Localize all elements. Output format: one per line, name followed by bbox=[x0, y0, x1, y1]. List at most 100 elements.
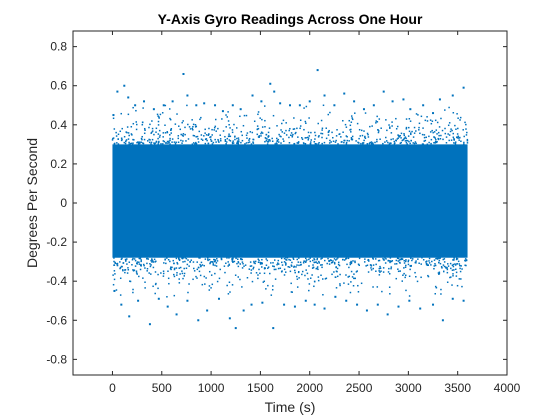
data-point bbox=[198, 266, 200, 269]
data-point bbox=[423, 136, 426, 139]
data-point bbox=[321, 132, 324, 135]
data-point bbox=[127, 113, 130, 116]
data-point bbox=[231, 131, 234, 134]
data-point bbox=[263, 267, 266, 270]
data-point bbox=[190, 259, 193, 261]
data-point bbox=[184, 133, 186, 136]
data-point bbox=[153, 133, 155, 136]
data-point bbox=[232, 257, 234, 260]
data-point bbox=[306, 136, 309, 139]
data-point bbox=[237, 143, 240, 145]
data-point bbox=[173, 262, 175, 265]
data-point bbox=[241, 139, 244, 142]
data-point bbox=[401, 280, 404, 282]
data-point bbox=[166, 140, 169, 143]
data-point bbox=[439, 257, 442, 259]
data-point bbox=[162, 136, 164, 138]
data-point bbox=[176, 263, 179, 265]
data-point bbox=[123, 141, 126, 144]
data-point bbox=[182, 261, 184, 263]
data-point bbox=[212, 263, 214, 265]
data-point bbox=[357, 263, 360, 266]
data-point bbox=[415, 260, 417, 262]
data-point bbox=[408, 295, 411, 297]
data-point bbox=[216, 260, 219, 262]
data-point bbox=[248, 137, 251, 140]
data-point bbox=[290, 291, 293, 293]
data-point bbox=[263, 280, 266, 283]
data-point bbox=[132, 288, 134, 291]
data-point bbox=[252, 268, 254, 270]
data-point bbox=[136, 141, 138, 144]
data-point bbox=[365, 309, 368, 312]
data-point bbox=[214, 264, 216, 267]
data-point bbox=[131, 134, 133, 136]
data-point bbox=[449, 276, 451, 279]
data-point bbox=[208, 133, 210, 136]
data-point bbox=[237, 261, 240, 263]
data-point bbox=[151, 130, 154, 132]
data-point bbox=[225, 262, 227, 265]
data-point bbox=[389, 293, 391, 295]
data-point bbox=[353, 277, 355, 280]
data-point bbox=[186, 94, 189, 97]
data-point bbox=[453, 269, 455, 271]
data-point bbox=[399, 135, 402, 137]
data-point bbox=[312, 259, 314, 262]
data-point bbox=[239, 108, 242, 111]
data-point bbox=[195, 104, 198, 107]
data-point bbox=[112, 283, 115, 286]
data-point bbox=[409, 142, 411, 145]
data-point bbox=[191, 127, 194, 130]
data-point bbox=[386, 129, 388, 132]
data-point bbox=[403, 272, 405, 275]
data-point bbox=[253, 262, 255, 264]
data-point bbox=[123, 135, 126, 138]
data-point bbox=[128, 134, 130, 137]
data-point bbox=[282, 119, 285, 122]
data-point bbox=[113, 264, 115, 266]
data-point bbox=[221, 110, 224, 113]
data-point bbox=[453, 259, 455, 261]
data-point bbox=[289, 104, 291, 107]
data-point bbox=[437, 272, 440, 274]
data-point bbox=[397, 257, 400, 260]
data-point bbox=[148, 141, 151, 144]
data-point bbox=[440, 288, 442, 291]
data-point bbox=[256, 125, 259, 127]
data-point bbox=[274, 143, 276, 145]
data-point bbox=[320, 274, 322, 277]
data-point bbox=[445, 267, 447, 269]
data-point bbox=[297, 136, 299, 138]
data-point bbox=[283, 257, 286, 260]
data-point bbox=[323, 141, 326, 144]
data-point bbox=[168, 141, 170, 144]
data-point bbox=[446, 267, 448, 269]
data-point bbox=[375, 263, 377, 266]
data-point bbox=[369, 125, 371, 128]
data-point bbox=[378, 259, 381, 262]
data-point bbox=[370, 141, 373, 143]
data-point bbox=[112, 114, 115, 117]
data-point bbox=[447, 133, 449, 135]
data-point bbox=[391, 121, 393, 123]
data-point bbox=[157, 137, 159, 140]
data-point bbox=[155, 141, 158, 143]
data-point bbox=[285, 257, 287, 259]
data-point bbox=[335, 135, 338, 137]
data-point bbox=[389, 142, 391, 144]
data-point bbox=[169, 260, 171, 263]
data-point bbox=[363, 130, 365, 132]
data-point bbox=[397, 268, 399, 270]
data-point bbox=[269, 272, 271, 275]
data-point bbox=[456, 136, 459, 139]
data-point bbox=[127, 138, 130, 140]
data-point bbox=[410, 257, 412, 259]
data-point bbox=[466, 131, 468, 134]
data-point bbox=[226, 284, 228, 287]
data-point bbox=[228, 133, 230, 135]
data-point bbox=[395, 277, 398, 280]
data-point bbox=[187, 291, 189, 294]
data-point bbox=[113, 260, 115, 263]
data-point bbox=[405, 126, 408, 129]
